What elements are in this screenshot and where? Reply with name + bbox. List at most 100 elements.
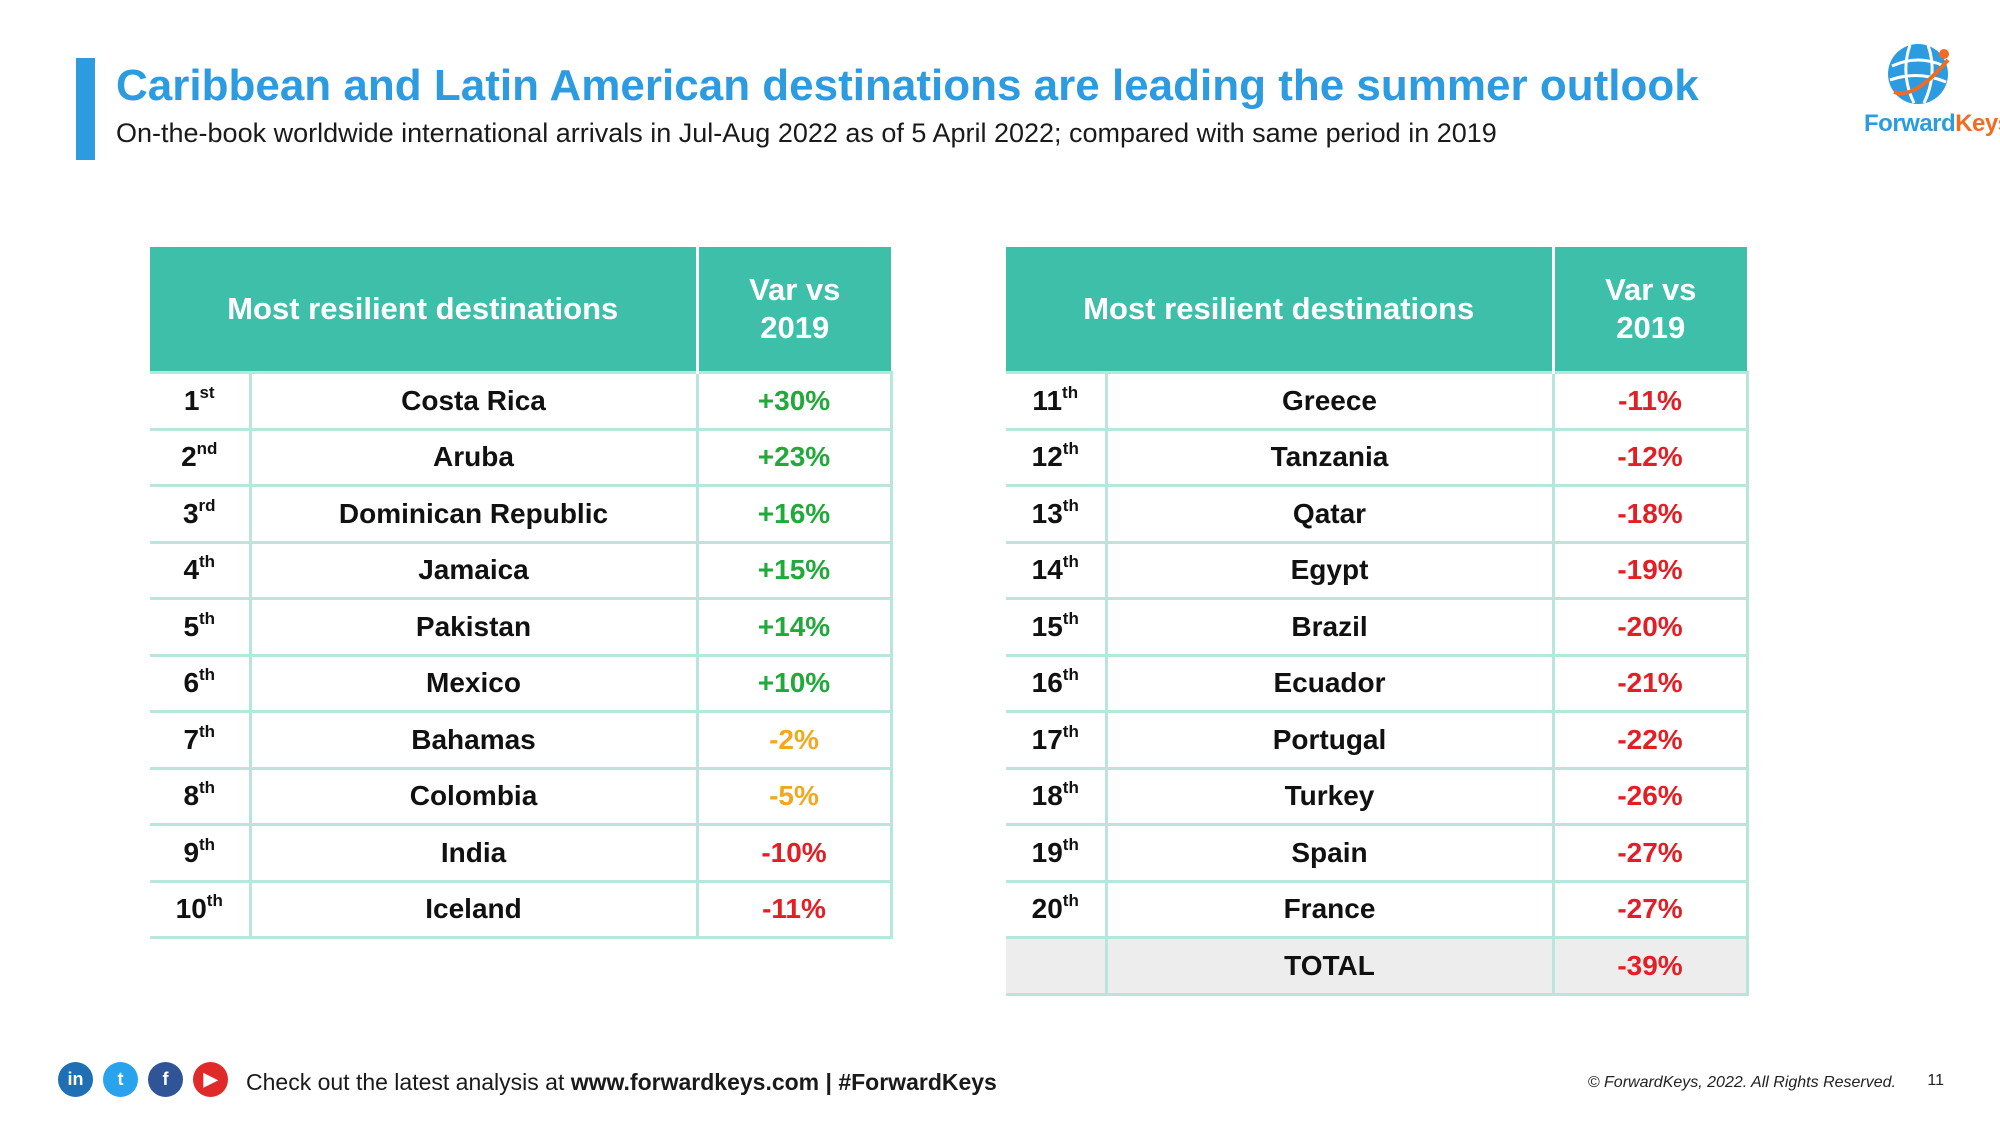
rank-suffix: th [199,608,216,628]
rank-suffix: st [199,382,215,402]
table-row: 15th Brazil -20% [1006,597,1749,655]
variance-cell: -20% [1551,597,1749,655]
variance-cell: -27% [1551,823,1749,881]
rank-cell: 5th [150,597,252,655]
table-row: 3rd Dominican Republic +16% [150,484,893,542]
page-subtitle: On-the-book worldwide international arri… [116,118,1497,148]
table-row: 16th Ecuador -21% [1006,653,1749,712]
table-header-row: Most resilient destinations Var vs 2019 [1006,247,1747,373]
variance-cell: -21% [1551,653,1749,712]
variance-cell: -26% [1551,766,1749,825]
social-links: in t f ▶ [58,1062,228,1097]
rank-cell: 2nd [150,427,252,486]
variance-cell: -5% [695,766,893,825]
destination-cell: Greece [1106,371,1553,429]
rank-suffix: th [1062,495,1079,515]
destination-cell: India [250,823,697,881]
rank-cell: 8th [150,766,252,825]
destination-cell: Jamaica [250,540,697,599]
ranking-table-right: Most resilient destinations Var vs 2019 1… [1006,247,1749,996]
table-row: 13th Qatar -18% [1006,484,1749,542]
destination-cell: Tanzania [1106,427,1553,486]
rank-cell: 13th [1006,484,1108,542]
variance-cell: +16% [695,484,893,542]
total-variance: -39% [1551,936,1749,996]
ranking-table-left: Most resilient destinations Var vs 2019 1… [150,247,893,939]
destination-cell: Brazil [1106,597,1553,655]
linkedin-icon[interactable]: in [58,1062,93,1097]
rank-suffix: th [199,721,216,741]
destination-cell: Qatar [1106,484,1553,542]
copyright-notice: © ForwardKeys, 2022. All Rights Reserved… [1587,1074,1896,1091]
rank-cell: 11th [1006,371,1108,429]
table-header-row: Most resilient destinations Var vs 2019 [150,247,891,373]
variance-cell: -11% [695,879,893,939]
youtube-icon[interactable]: ▶ [193,1062,228,1097]
rank-suffix: th [1062,382,1079,402]
variance-cell: +15% [695,540,893,599]
destination-cell: France [1106,879,1553,938]
destination-cell: Portugal [1106,710,1553,768]
rank-suffix: th [199,665,216,685]
destination-cell: Ecuador [1106,653,1553,712]
rank-cell: 9th [150,823,252,881]
rank-suffix: th [199,834,216,854]
page-title: Caribbean and Latin American destination… [116,61,1699,110]
rank-cell: 18th [1006,766,1108,825]
rank-suffix: th [1062,439,1079,459]
variance-cell: +10% [695,653,893,712]
facebook-icon[interactable]: f [148,1062,183,1097]
variance-cell: -11% [1551,371,1749,429]
table-row: 2nd Aruba +23% [150,427,893,486]
rank-cell: 17th [1006,710,1108,768]
rank-cell: 6th [150,653,252,712]
rank-cell: 19th [1006,823,1108,881]
page-number: 11 [1927,1072,1944,1089]
rank-suffix: th [1062,608,1079,628]
rank-cell-empty [1006,936,1108,996]
rank-suffix: th [1062,665,1079,685]
col-header-var: Var vs 2019 [695,247,891,373]
destination-cell: Mexico [250,653,697,712]
rank-cell: 3rd [150,484,252,542]
rank-cell: 15th [1006,597,1108,655]
footer-cta: Check out the latest analysis at www.for… [246,1069,997,1095]
total-label: TOTAL [1106,936,1553,996]
destination-cell: Pakistan [250,597,697,655]
table-row: 19th Spain -27% [1006,823,1749,881]
variance-cell: -18% [1551,484,1749,542]
destination-cell: Iceland [250,879,697,939]
total-row: TOTAL -39% [1006,936,1749,996]
destination-cell: Costa Rica [250,371,697,429]
table-row: 14th Egypt -19% [1006,540,1749,599]
destination-cell: Bahamas [250,710,697,768]
table-row: 12th Tanzania -12% [1006,427,1749,486]
table-row: 8th Colombia -5% [150,766,893,825]
table-row: 5th Pakistan +14% [150,597,893,655]
rank-suffix: th [1062,778,1079,798]
table-row: 17th Portugal -22% [1006,710,1749,768]
col-header-destination: Most resilient destinations [150,247,697,373]
rank-suffix: th [1062,552,1079,572]
col-header-destination: Most resilient destinations [1006,247,1553,373]
table-row: 20th France -27% [1006,879,1749,938]
destination-cell: Aruba [250,427,697,486]
rank-suffix: th [199,552,216,572]
rank-cell: 16th [1006,653,1108,712]
globe-icon [1888,44,1950,104]
destination-cell: Dominican Republic [250,484,697,542]
table-row: 6th Mexico +10% [150,653,893,712]
variance-cell: +14% [695,597,893,655]
rank-cell: 7th [150,710,252,768]
website-link[interactable]: www.forwardkeys.com | #ForwardKeys [570,1069,997,1095]
variance-cell: -12% [1551,427,1749,486]
table-row: 7th Bahamas -2% [150,710,893,768]
destination-cell: Spain [1106,823,1553,881]
table-row: 11th Greece -11% [1006,371,1749,429]
variance-cell: +30% [695,371,893,429]
variance-cell: -19% [1551,540,1749,599]
rank-cell: 12th [1006,427,1108,486]
rank-cell: 4th [150,540,252,599]
variance-cell: -10% [695,823,893,881]
twitter-icon[interactable]: t [103,1062,138,1097]
